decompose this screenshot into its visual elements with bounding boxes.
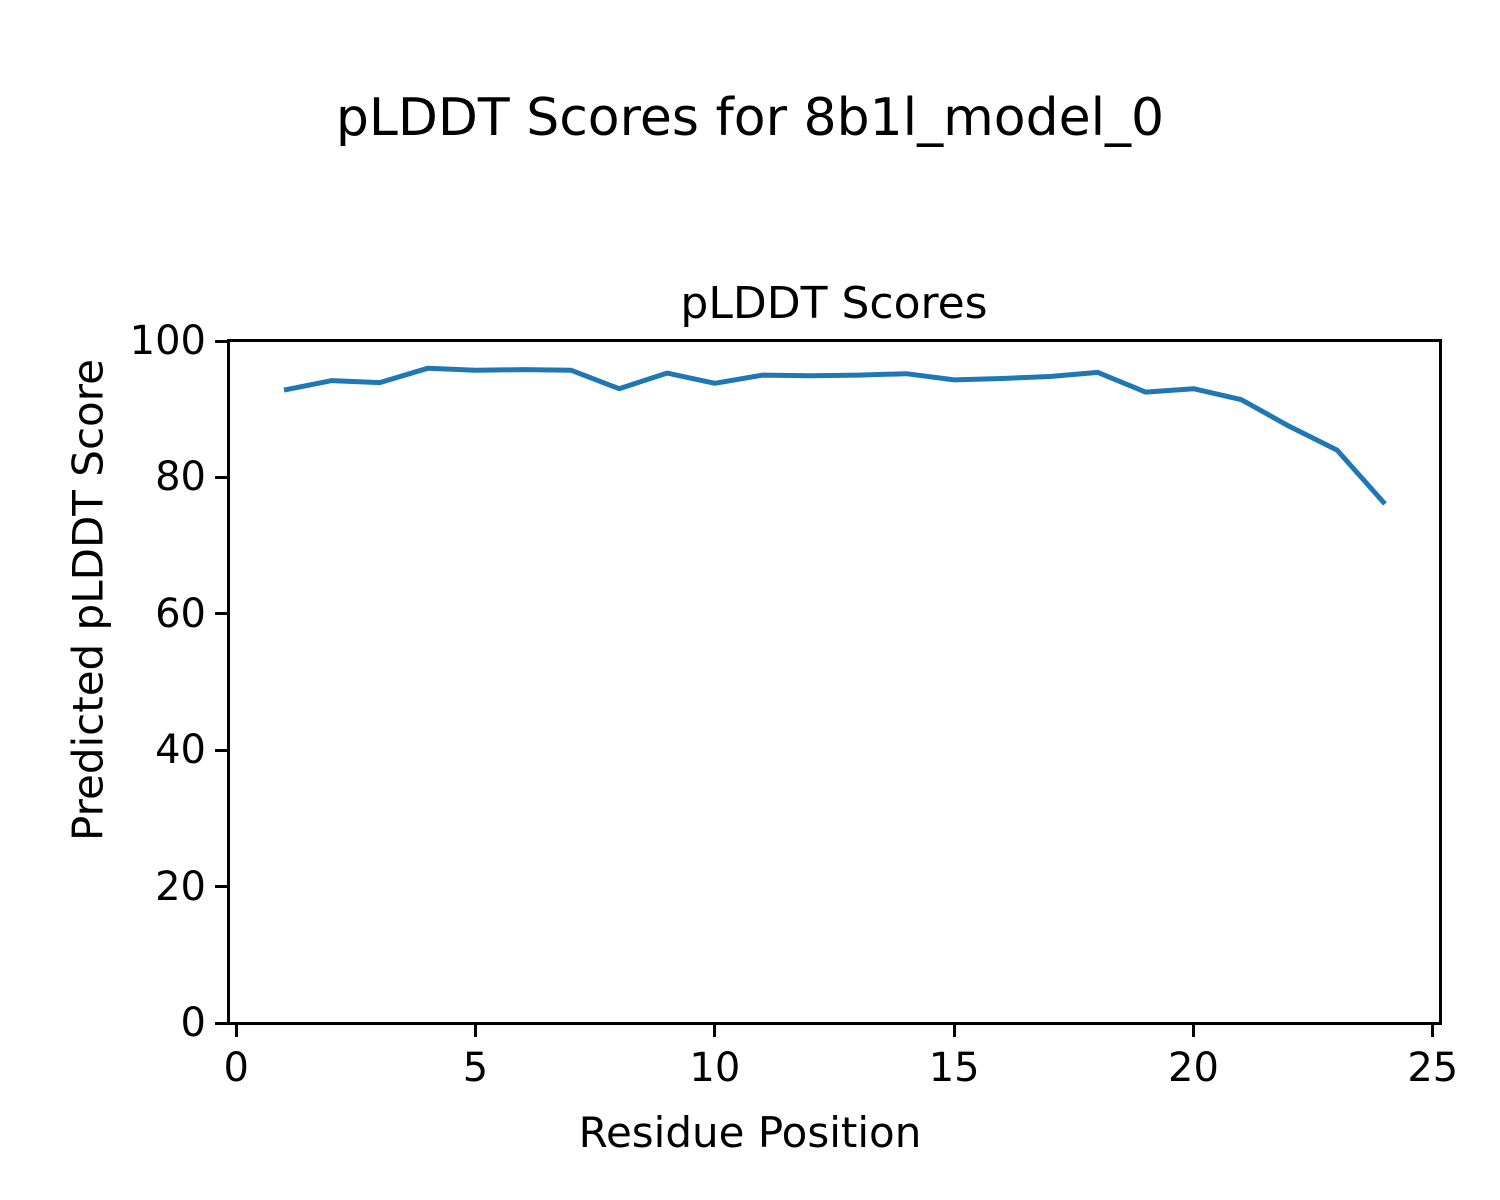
- y-tick-mark: [215, 885, 229, 889]
- x-tick-mark: [713, 1023, 717, 1037]
- x-tick-mark: [234, 1023, 238, 1037]
- x-tick-mark: [1431, 1023, 1435, 1037]
- x-tick-mark: [474, 1023, 477, 1037]
- plot-area: [227, 339, 1442, 1025]
- x-tick-label: 25: [1407, 1045, 1459, 1091]
- x-tick-label: 5: [462, 1045, 489, 1091]
- y-tick-mark: [215, 475, 229, 479]
- x-tick-label: 15: [928, 1045, 980, 1091]
- x-tick-mark: [1191, 1023, 1195, 1037]
- x-tick-label: 10: [689, 1045, 741, 1091]
- y-tick-mark: [215, 1021, 229, 1025]
- x-tick-label: 20: [1168, 1045, 1219, 1091]
- x-tick-mark: [952, 1023, 956, 1037]
- y-tick-mark: [215, 748, 229, 752]
- x-axis-label: Residue Position: [578, 1108, 922, 1157]
- y-tick-mark: [215, 612, 229, 616]
- y-tick-label: 100: [129, 318, 206, 364]
- x-tick-label: 0: [223, 1045, 249, 1091]
- axes-title: pLDDT Scores: [680, 278, 988, 329]
- y-tick-mark: [215, 339, 229, 343]
- y-axis-label: Predicted pLDDT Score: [63, 359, 113, 841]
- y-tick-label: 80: [155, 454, 206, 501]
- y-tick-label: 60: [155, 590, 206, 637]
- figure-title: pLDDT Scores for 8b1l_model_0: [335, 88, 1165, 148]
- y-tick-label: 40: [155, 727, 206, 774]
- y-tick-label: 0: [180, 1000, 206, 1046]
- y-tick-label: 20: [155, 863, 206, 910]
